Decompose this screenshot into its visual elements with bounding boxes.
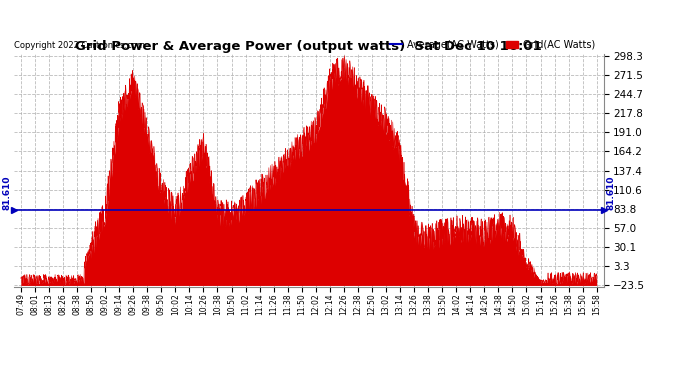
Title: Grid Power & Average Power (output watts)  Sat Dec 10 16:01: Grid Power & Average Power (output watts… [75,40,542,53]
Legend: Average(AC Watts), Grid(AC Watts): Average(AC Watts), Grid(AC Watts) [386,36,599,54]
Text: Copyright 2022 Cartronics.com: Copyright 2022 Cartronics.com [14,41,145,50]
Text: 81.610: 81.610 [607,176,615,210]
Text: 81.610: 81.610 [2,176,11,210]
